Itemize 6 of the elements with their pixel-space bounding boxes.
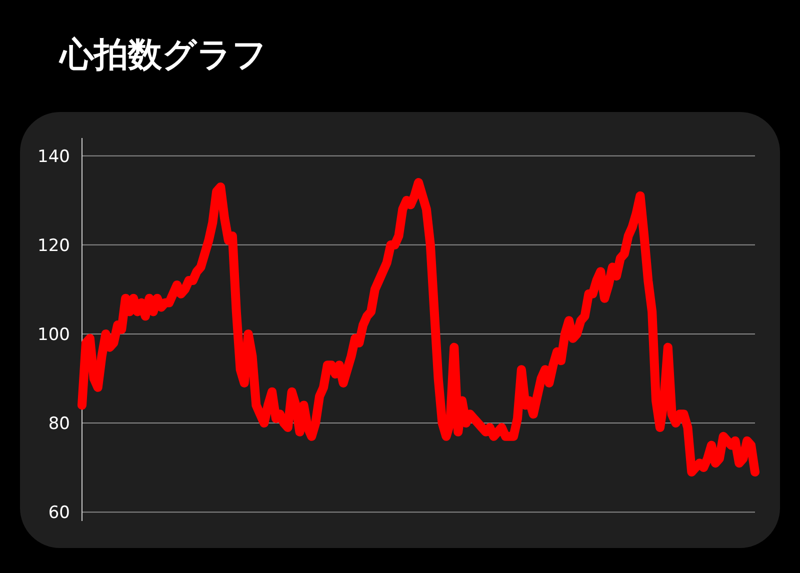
chart-title: 心拍数グラフ	[58, 35, 267, 75]
y-tick-label: 100	[38, 324, 70, 345]
y-tick-label: 120	[38, 236, 70, 256]
y-tick-label: 60	[48, 503, 70, 524]
y-tick-label: 140	[38, 146, 70, 167]
y-tick-label: 80	[48, 414, 70, 434]
